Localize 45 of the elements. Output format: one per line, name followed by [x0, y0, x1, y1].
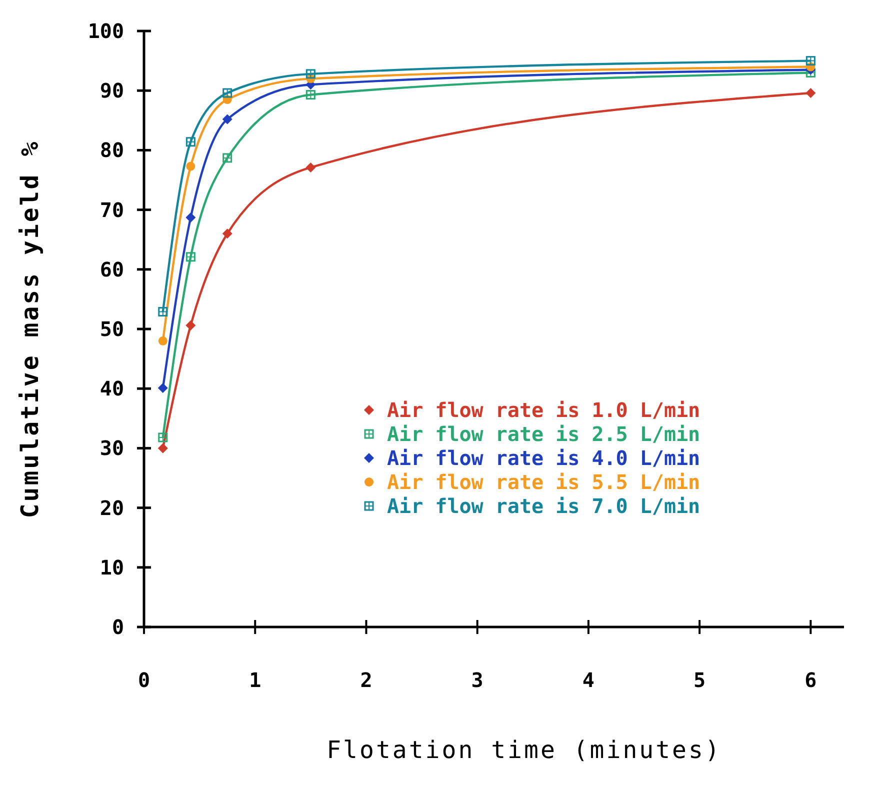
point: [158, 336, 168, 346]
point: [186, 137, 196, 147]
x-axis-title: Flotation time (minutes): [326, 736, 722, 764]
point: [806, 56, 816, 66]
x-tick-label: 6: [804, 668, 817, 692]
legend-label: Air flow rate is 5.5 L/min: [387, 470, 700, 494]
y-tick-label: 0: [112, 615, 124, 639]
point: [158, 306, 168, 316]
y-tick-label: 50: [100, 317, 124, 341]
point: [158, 383, 168, 394]
y-tick-label: 30: [100, 436, 124, 460]
y-tick-label: 100: [88, 19, 124, 43]
legend-label: Air flow rate is 2.5 L/min: [387, 422, 700, 446]
legend-label: Air flow rate is 1.0 L/min: [387, 398, 700, 422]
point: [158, 432, 168, 442]
x-tick-label: 3: [471, 668, 484, 692]
x-tick-label: 4: [582, 668, 594, 692]
legend-label: Air flow rate is 7.0 L/min: [387, 494, 700, 518]
y-tick-label: 40: [100, 376, 124, 401]
point: [306, 90, 316, 100]
y-tick-label: 70: [100, 198, 124, 222]
x-tick-label: 2: [360, 668, 372, 692]
point: [222, 114, 232, 124]
x-tick-label: 0: [138, 668, 150, 692]
point: [186, 252, 196, 262]
y-tick-label: 60: [100, 257, 124, 282]
point: [186, 320, 196, 330]
point: [222, 153, 232, 163]
y-tick-label: 90: [100, 78, 124, 103]
y-tick-label: 80: [100, 138, 124, 162]
point: [222, 228, 232, 239]
point: [158, 443, 168, 454]
y-tick-label: 20: [100, 496, 124, 520]
legend-label: Air flow rate is 4.0 L/min: [387, 446, 700, 470]
point: [186, 162, 196, 171]
point: [306, 69, 316, 79]
y-axis-title: Cumulative mass yield %: [16, 140, 44, 518]
x-tick-label: 1: [249, 668, 262, 692]
point: [222, 88, 232, 98]
point: [806, 68, 816, 78]
point: [806, 88, 816, 98]
x-tick-label: 5: [694, 668, 706, 692]
point: [306, 162, 316, 172]
point: [186, 212, 196, 223]
y-tick-label: 10: [100, 555, 124, 580]
